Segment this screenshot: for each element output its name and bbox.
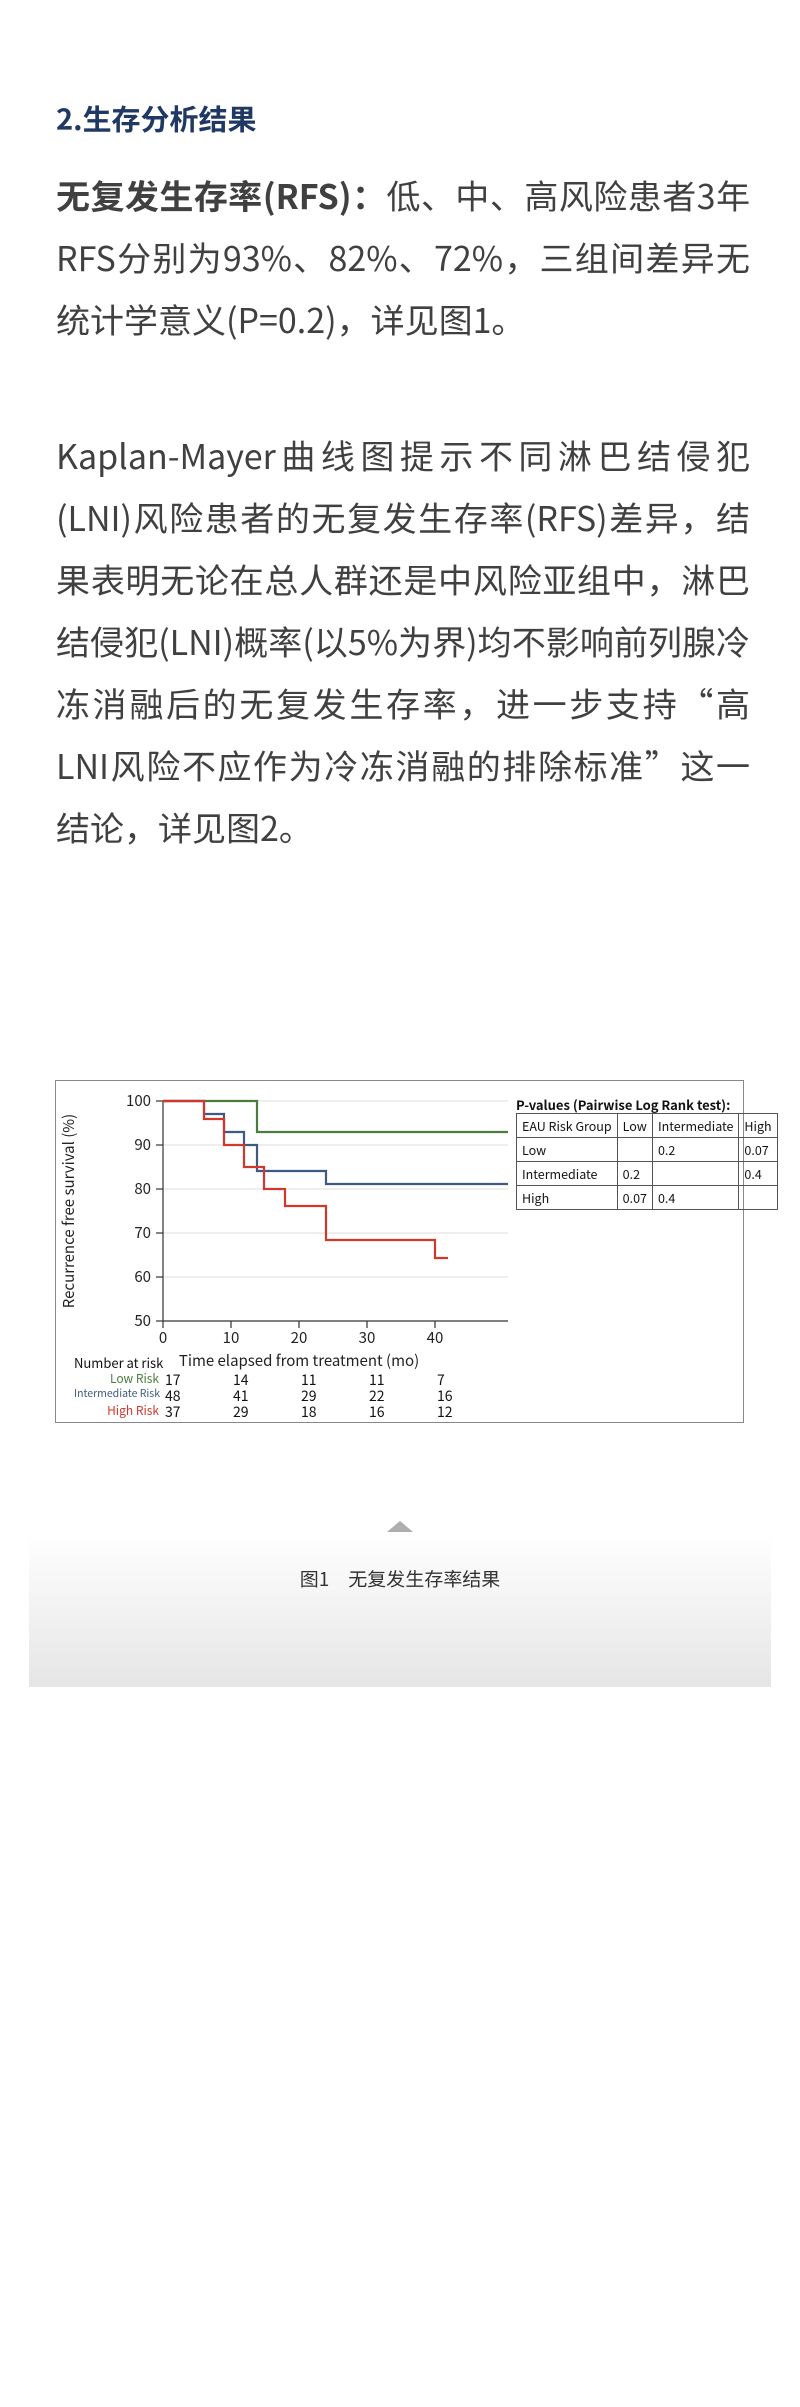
svg-text:20: 20 [291,1327,308,1348]
svg-text:10: 10 [223,1327,240,1348]
svg-text:50: 50 [134,1310,151,1331]
svg-text:100: 100 [126,1090,151,1111]
svg-text:Recurrence free survival (%): Recurrence free survival (%) [58,1114,79,1308]
svg-text:60: 60 [134,1266,151,1287]
svg-text:90: 90 [134,1134,151,1155]
svg-text:40: 40 [427,1327,444,1348]
svg-text:30: 30 [359,1327,376,1348]
svg-text:0: 0 [159,1327,167,1348]
svg-text:80: 80 [134,1178,151,1199]
svg-text:70: 70 [134,1222,151,1243]
